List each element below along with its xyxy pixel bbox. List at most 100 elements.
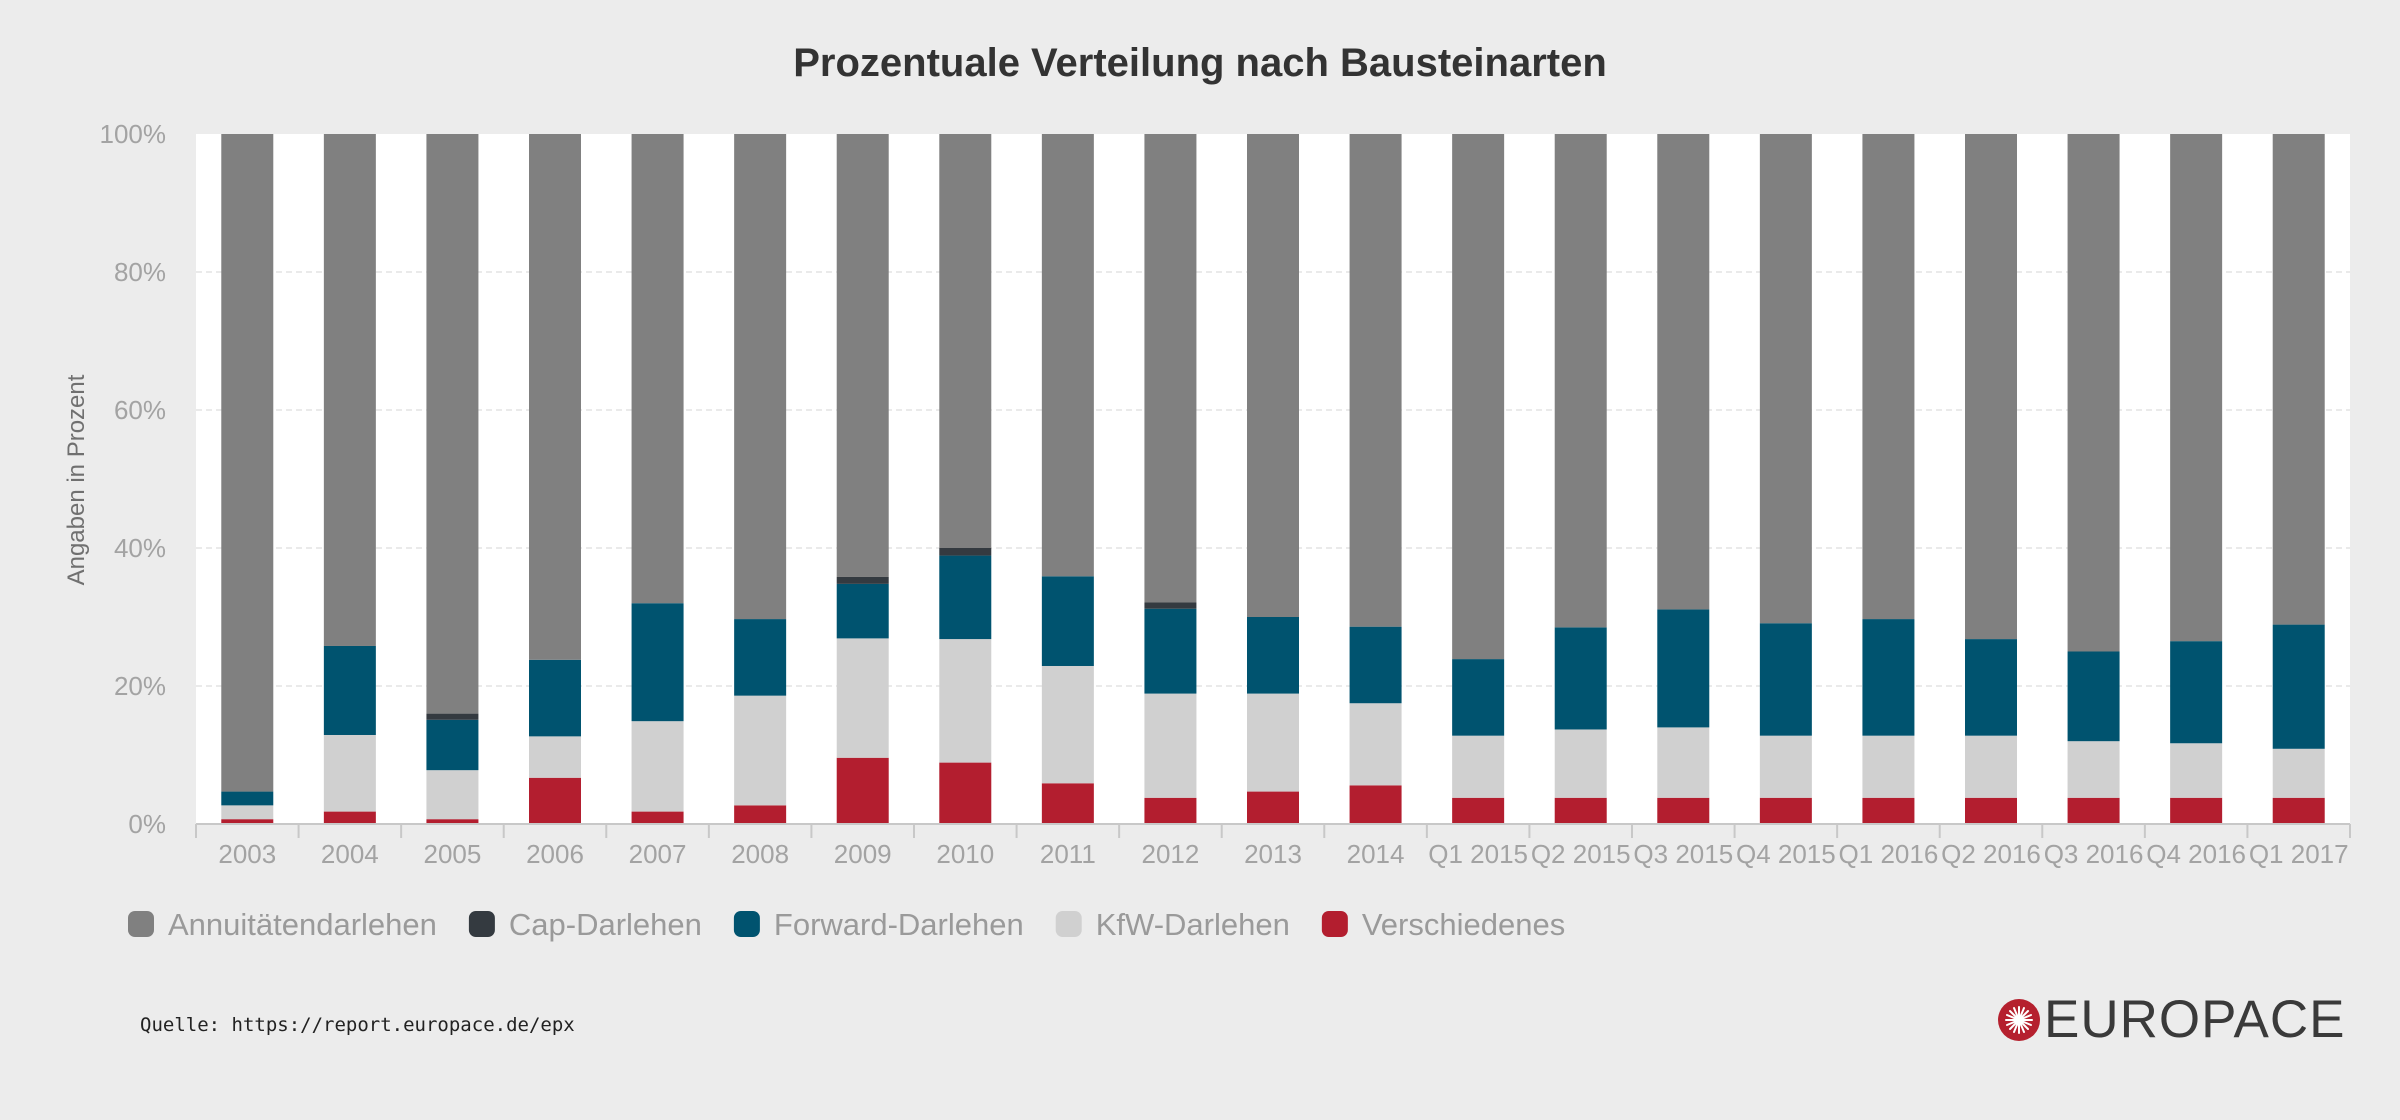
- bar-segment-forward-darlehen-q3-2015: [1657, 609, 1710, 728]
- bar-segment-forward-darlehen-q1-2016: [1862, 619, 1915, 736]
- x-tick-label: 2009: [834, 839, 892, 869]
- bar-segment-verschiedenes-q1-2015: [1452, 797, 1505, 824]
- bar-segment-cap-darlehen-2012: [1144, 602, 1197, 609]
- bar-segment-annuit-tendarlehen-2005: [426, 134, 479, 714]
- bar-segment-annuit-tendarlehen-q3-2016: [2067, 134, 2120, 652]
- legend-swatch-annuit-tendarlehen[interactable]: [128, 911, 154, 937]
- bar-segment-cap-darlehen-2010: [939, 548, 992, 556]
- bar-segment-kfw-darlehen-q1-2016: [1862, 735, 1915, 798]
- bar-segment-annuit-tendarlehen-q1-2017: [2272, 134, 2325, 625]
- legend-swatch-kfw-darlehen[interactable]: [1055, 911, 1082, 937]
- brand-name: EUROPACE: [2044, 990, 2346, 1049]
- bar-segment-kfw-darlehen-q1-2015: [1452, 735, 1505, 798]
- bar-segment-kfw-darlehen-2004: [323, 734, 376, 812]
- bar-segment-forward-darlehen-q1-2017: [2272, 624, 2325, 749]
- bar-segment-kfw-darlehen-2005: [426, 770, 479, 820]
- bar-segment-annuit-tendarlehen-2009: [836, 134, 889, 577]
- bar-segment-annuit-tendarlehen-2007: [631, 134, 684, 604]
- bar-segment-verschiedenes-q2-2015: [1554, 797, 1607, 824]
- bar-segment-verschiedenes-q2-2016: [1965, 797, 2017, 824]
- bar-segment-verschiedenes-2012: [1144, 797, 1197, 824]
- bar-segment-kfw-darlehen-2014: [1349, 703, 1402, 786]
- legend: Annuitätendarlehen Cap-Darlehen Forward-Da…: [128, 907, 1565, 942]
- bar-segment-annuit-tendarlehen-2011: [1041, 134, 1094, 577]
- legend-label-verschiedenes[interactable]: Verschiedenes: [1362, 907, 1565, 942]
- bar-segment-kfw-darlehen-2012: [1144, 693, 1197, 798]
- x-tick-label: 2013: [1244, 839, 1302, 869]
- x-tick-label: 2012: [1142, 839, 1200, 869]
- bar-segment-forward-darlehen-2003: [221, 791, 274, 806]
- chart-title: Prozentuale Verteilung nach Bausteinarte…: [793, 41, 1607, 85]
- bars: [221, 134, 2325, 824]
- bar-segment-cap-darlehen-2009: [836, 576, 889, 584]
- bar-segment-annuit-tendarlehen-2004: [323, 134, 376, 646]
- bar-segment-verschiedenes-2005: [426, 819, 479, 824]
- y-tick-label: 40%: [114, 533, 166, 563]
- bar-segment-forward-darlehen-2011: [1041, 576, 1094, 666]
- bar-segment-verschiedenes-2008: [734, 805, 787, 824]
- legend-label-forward-darlehen[interactable]: Forward-Darlehen: [774, 907, 1024, 942]
- bar-segment-kfw-darlehen-q3-2016: [2067, 741, 2120, 798]
- x-tick-label: Q1 2016: [1839, 839, 1939, 869]
- y-tick-label: 60%: [114, 395, 166, 425]
- bar-segment-annuit-tendarlehen-q4-2016: [2170, 134, 2223, 642]
- bar-segment-annuit-tendarlehen-2008: [734, 134, 787, 620]
- x-tick-label: Q4 2016: [2146, 839, 2246, 869]
- bar-segment-verschiedenes-2004: [323, 811, 376, 824]
- y-tick-label: 20%: [114, 671, 166, 701]
- y-tick-label: 80%: [114, 257, 166, 287]
- x-tick-label: Q1 2015: [1428, 839, 1528, 869]
- y-tick-label: 0%: [128, 809, 166, 839]
- bar-segment-annuit-tendarlehen-q2-2016: [1965, 134, 2017, 640]
- legend-label-kfw-darlehen[interactable]: KfW-Darlehen: [1096, 907, 1290, 942]
- legend-label-annuit-tendarlehen[interactable]: Annuitätendarlehen: [168, 907, 437, 942]
- bar-segment-verschiedenes-q3-2015: [1657, 797, 1710, 824]
- bar-segment-verschiedenes-2014: [1349, 785, 1402, 824]
- bar-segment-verschiedenes-q3-2016: [2067, 797, 2120, 824]
- source-url[interactable]: https://report.europace.de/epx: [231, 1014, 575, 1036]
- legend-swatch-cap-darlehen[interactable]: [468, 911, 495, 937]
- bar-segment-kfw-darlehen-q2-2016: [1965, 735, 2017, 798]
- bar-segment-forward-darlehen-q2-2015: [1554, 627, 1607, 730]
- x-tick-label: 2008: [731, 839, 789, 869]
- bar-segment-annuit-tendarlehen-2013: [1247, 134, 1299, 617]
- bar-segment-forward-darlehen-2005: [426, 719, 479, 771]
- bar-segment-kfw-darlehen-2006: [529, 736, 581, 778]
- y-tick-label: 100%: [100, 119, 167, 149]
- bar-segment-annuit-tendarlehen-2010: [939, 134, 992, 548]
- sun-icon: [1998, 999, 2040, 1041]
- x-tick-label: 2004: [321, 839, 379, 869]
- bar-segment-annuit-tendarlehen-q1-2015: [1452, 134, 1505, 660]
- bar-segment-cap-darlehen-2005: [426, 713, 479, 720]
- legend-swatch-forward-darlehen[interactable]: [733, 911, 760, 937]
- bar-segment-kfw-darlehen-q4-2015: [1759, 735, 1812, 798]
- bar-segment-kfw-darlehen-2008: [734, 695, 787, 806]
- bar-segment-verschiedenes-2007: [631, 811, 684, 824]
- legend-label-cap-darlehen[interactable]: Cap-Darlehen: [509, 907, 702, 942]
- bar-segment-forward-darlehen-2013: [1247, 617, 1299, 694]
- bar-segment-forward-darlehen-2010: [939, 555, 992, 640]
- bar-segment-verschiedenes-q4-2016: [2170, 797, 2223, 824]
- x-tick-label: Q3 2016: [2044, 839, 2144, 869]
- bar-segment-forward-darlehen-2012: [1144, 608, 1197, 694]
- bar-segment-verschiedenes-2013: [1247, 791, 1299, 824]
- bar-segment-kfw-darlehen-2003: [221, 805, 274, 820]
- x-tick-label: Q3 2015: [1633, 839, 1733, 869]
- bar-segment-forward-darlehen-q4-2015: [1759, 623, 1812, 736]
- bar-segment-kfw-darlehen-q3-2015: [1657, 727, 1710, 798]
- bar-segment-forward-darlehen-2007: [631, 603, 684, 722]
- x-tick-label: 2007: [629, 839, 687, 869]
- y-axis-ticks: 0% 20% 40% 60% 80% 100%: [100, 119, 167, 839]
- bar-segment-annuit-tendarlehen-q2-2015: [1554, 134, 1607, 628]
- bar-segment-annuit-tendarlehen-2006: [529, 134, 581, 660]
- bar-segment-verschiedenes-q1-2016: [1862, 797, 1915, 824]
- x-tick-label: Q4 2015: [1736, 839, 1836, 869]
- x-tick-label: 2006: [526, 839, 584, 869]
- bar-segment-forward-darlehen-2014: [1349, 626, 1402, 704]
- bar-segment-kfw-darlehen-2007: [631, 721, 684, 812]
- x-tick-label: 2010: [936, 839, 994, 869]
- bar-segment-kfw-darlehen-2011: [1041, 665, 1094, 784]
- x-tick-label: 2003: [218, 839, 276, 869]
- legend-swatch-verschiedenes[interactable]: [1321, 911, 1348, 937]
- y-axis-label: Angaben in Prozent: [63, 374, 90, 585]
